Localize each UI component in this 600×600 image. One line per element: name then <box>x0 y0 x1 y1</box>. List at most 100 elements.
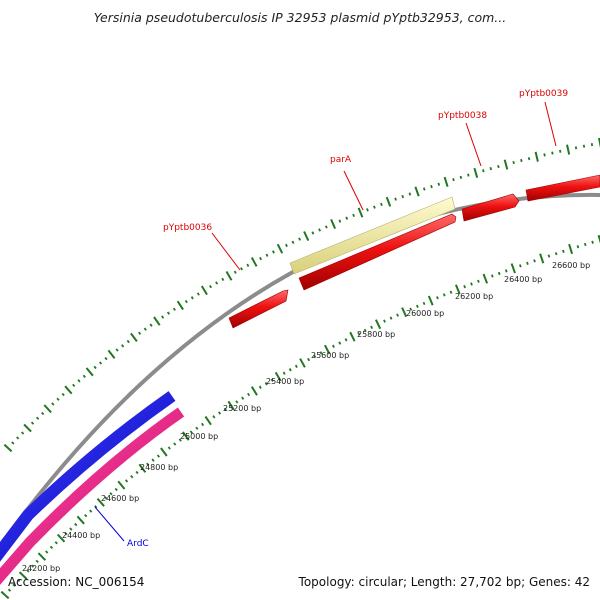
minor-tick-mark <box>559 149 562 153</box>
minor-tick-mark <box>61 392 65 397</box>
minor-tick-mark <box>20 431 25 435</box>
minor-tick-mark <box>408 192 412 196</box>
gene-arrow-pYptb0039[interactable] <box>525 174 600 202</box>
gene-arrow-parA[interactable] <box>289 196 456 275</box>
minor-tick-mark <box>497 164 500 169</box>
minor-tick-mark <box>264 382 268 386</box>
minor-tick-mark <box>30 421 35 425</box>
minor-tick-mark <box>591 240 594 244</box>
major-tick-mark <box>160 447 168 457</box>
minor-tick-mark <box>477 279 480 283</box>
gene-arrow-pYptb0036[interactable] <box>228 289 289 329</box>
position-label: 25000 bp <box>180 432 218 441</box>
minor-tick-mark <box>422 301 426 306</box>
minor-tick-mark <box>338 341 342 345</box>
minor-tick-mark <box>449 290 453 294</box>
minor-tick-mark <box>138 331 142 335</box>
minor-tick-mark <box>82 374 86 378</box>
gene-label-ArdC[interactable]: ArdC <box>127 539 149 549</box>
minor-tick-mark <box>363 328 367 333</box>
minor-tick-mark <box>184 299 188 304</box>
major-tick-mark <box>204 415 212 426</box>
minor-tick-mark <box>467 173 470 177</box>
position-label: 24800 bp <box>140 463 178 472</box>
major-tick-mark <box>566 144 571 155</box>
minor-tick-mark <box>16 436 20 440</box>
minor-tick-mark <box>298 237 302 241</box>
minor-tick-mark <box>519 264 522 268</box>
minor-tick-mark <box>215 281 219 285</box>
minor-tick-mark <box>130 475 134 479</box>
major-tick-mark <box>96 497 105 507</box>
minor-tick-mark <box>240 267 243 271</box>
minor-tick-mark <box>247 392 251 397</box>
gene-label-pYptb0036[interactable]: pYptb0036 <box>163 223 212 233</box>
minor-tick-mark <box>574 146 578 150</box>
major-tick-mark <box>503 159 509 170</box>
minor-tick-mark <box>190 296 194 300</box>
minor-tick-mark <box>415 304 419 308</box>
position-label: 26400 bp <box>504 275 542 284</box>
minor-tick-mark <box>35 416 40 420</box>
minor-tick-mark <box>64 531 68 536</box>
minor-tick-mark <box>12 583 16 587</box>
minor-tick-mark <box>218 411 222 415</box>
minor-tick-mark <box>370 325 374 329</box>
minor-tick-mark <box>490 274 494 278</box>
label-line-ArdC <box>94 506 125 542</box>
minor-tick-mark <box>489 167 493 171</box>
minor-tick-mark <box>124 479 129 483</box>
major-tick-mark <box>225 271 233 281</box>
minor-tick-mark <box>554 252 558 256</box>
minor-tick-mark <box>459 175 463 179</box>
minor-tick-mark <box>235 400 239 404</box>
minor-tick-mark <box>259 256 262 261</box>
gene-label-pYptb0038[interactable]: pYptb0038 <box>438 111 487 121</box>
major-tick-mark <box>23 423 32 433</box>
gene-arrow-pYptb0038[interactable] <box>461 193 520 222</box>
minor-tick-mark <box>84 513 88 518</box>
minor-tick-mark <box>291 240 295 244</box>
major-tick-mark <box>349 331 356 342</box>
major-tick-mark <box>510 263 516 274</box>
minor-tick-mark <box>582 144 586 148</box>
minor-tick-mark <box>442 293 446 297</box>
minor-tick-mark <box>114 487 118 492</box>
major-tick-mark <box>374 319 382 330</box>
major-tick-mark <box>227 400 235 411</box>
position-label: 24400 bp <box>62 531 100 540</box>
position-label: 24600 bp <box>101 494 139 503</box>
minor-tick-mark <box>149 323 153 327</box>
major-tick-mark <box>182 431 190 441</box>
minor-tick-mark <box>104 496 108 500</box>
gene-arrow-parA-strand[interactable] <box>298 213 457 291</box>
topology-summary: Topology: circular; Length: 27,702 bp; G… <box>298 575 590 589</box>
minor-tick-mark <box>151 458 155 462</box>
major-tick-mark <box>274 371 282 382</box>
minor-tick-mark <box>221 277 225 282</box>
major-tick-mark <box>250 257 258 267</box>
major-tick-mark <box>138 463 147 473</box>
minor-tick-mark <box>504 269 508 273</box>
minor-tick-mark <box>126 339 130 344</box>
minor-tick-mark <box>437 182 441 186</box>
inner-tick-ring <box>0 234 600 600</box>
gene-label-pYptb0039[interactable]: pYptb0039 <box>519 89 568 99</box>
map-title: Yersinia pseudotuberculosis IP 32953 pla… <box>93 10 507 25</box>
major-tick-mark <box>401 307 408 318</box>
minor-tick-mark <box>115 348 119 352</box>
minor-tick-mark <box>212 415 216 419</box>
label-line-pYptb0039 <box>544 101 557 147</box>
minor-tick-mark <box>307 357 311 362</box>
minor-tick-mark <box>89 509 93 513</box>
minor-tick-mark <box>195 426 199 430</box>
position-label: 26600 bp <box>552 261 590 270</box>
minor-tick-mark <box>562 249 565 253</box>
minor-tick-mark <box>49 545 54 550</box>
minor-tick-mark <box>285 243 288 248</box>
gene-label-parA[interactable]: parA <box>330 155 352 165</box>
minor-tick-mark <box>357 331 361 336</box>
minor-tick-mark <box>543 153 546 157</box>
minor-tick-mark <box>143 327 147 331</box>
